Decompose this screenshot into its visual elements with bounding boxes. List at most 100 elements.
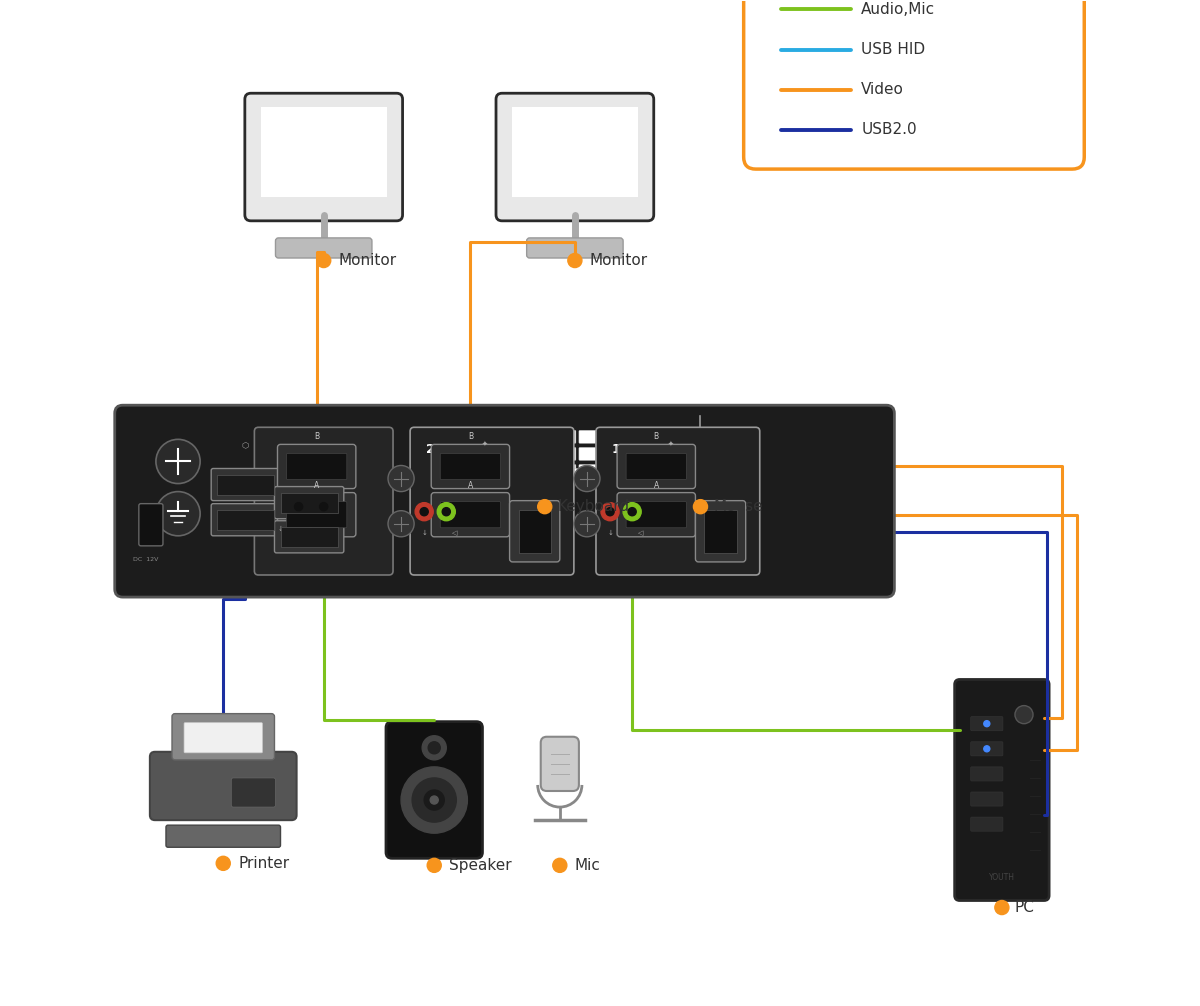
FancyBboxPatch shape (496, 94, 654, 221)
FancyBboxPatch shape (479, 431, 496, 444)
FancyBboxPatch shape (184, 722, 263, 752)
Text: ◁: ◁ (637, 530, 643, 536)
FancyBboxPatch shape (232, 778, 276, 807)
Text: PC: PC (1015, 900, 1034, 915)
FancyBboxPatch shape (410, 428, 574, 575)
FancyBboxPatch shape (640, 465, 656, 478)
Circle shape (696, 429, 706, 439)
FancyBboxPatch shape (386, 721, 482, 858)
Circle shape (415, 503, 433, 521)
Circle shape (601, 503, 619, 521)
FancyBboxPatch shape (599, 431, 616, 444)
FancyBboxPatch shape (431, 493, 510, 537)
FancyBboxPatch shape (626, 454, 686, 480)
Circle shape (606, 508, 614, 516)
Circle shape (428, 741, 440, 753)
FancyBboxPatch shape (275, 487, 344, 519)
FancyBboxPatch shape (518, 510, 551, 553)
FancyBboxPatch shape (115, 405, 894, 598)
Text: ↓: ↓ (421, 530, 427, 536)
FancyBboxPatch shape (479, 465, 496, 478)
Text: B: B (468, 433, 473, 442)
Text: ↓: ↓ (277, 526, 283, 532)
FancyBboxPatch shape (287, 454, 347, 480)
FancyBboxPatch shape (619, 465, 636, 478)
Text: USB HID: USB HID (862, 42, 925, 57)
FancyBboxPatch shape (150, 751, 296, 820)
FancyBboxPatch shape (287, 502, 347, 528)
FancyBboxPatch shape (518, 448, 535, 461)
FancyBboxPatch shape (518, 465, 535, 478)
FancyBboxPatch shape (640, 448, 656, 461)
FancyBboxPatch shape (696, 501, 745, 562)
FancyBboxPatch shape (254, 428, 394, 575)
Text: A: A (314, 481, 319, 490)
Circle shape (431, 796, 438, 804)
Circle shape (216, 856, 230, 870)
Text: Mic: Mic (575, 858, 601, 873)
FancyBboxPatch shape (245, 94, 402, 221)
Circle shape (984, 745, 990, 751)
FancyBboxPatch shape (479, 448, 496, 461)
Text: ✦: ✦ (667, 441, 673, 447)
Ellipse shape (682, 413, 720, 479)
Circle shape (388, 466, 414, 492)
Text: ↓: ↓ (607, 530, 613, 536)
FancyBboxPatch shape (971, 716, 1003, 730)
FancyBboxPatch shape (744, 0, 1085, 169)
FancyBboxPatch shape (211, 504, 281, 536)
FancyBboxPatch shape (599, 448, 616, 461)
FancyBboxPatch shape (440, 502, 500, 528)
Circle shape (568, 254, 582, 268)
FancyBboxPatch shape (510, 501, 560, 562)
FancyBboxPatch shape (211, 469, 281, 501)
FancyBboxPatch shape (498, 448, 516, 461)
Text: A: A (654, 481, 659, 490)
Text: USB2.0: USB2.0 (862, 123, 917, 138)
Circle shape (314, 498, 332, 516)
FancyBboxPatch shape (599, 465, 616, 478)
FancyBboxPatch shape (458, 465, 475, 478)
Text: A: A (468, 481, 473, 490)
FancyBboxPatch shape (527, 237, 623, 258)
Circle shape (553, 858, 566, 872)
Circle shape (412, 778, 456, 822)
Text: Monitor: Monitor (338, 254, 397, 268)
Text: Keyboard: Keyboard (558, 499, 630, 514)
FancyBboxPatch shape (431, 445, 510, 489)
Text: Video: Video (862, 82, 904, 98)
FancyBboxPatch shape (578, 448, 596, 461)
Circle shape (574, 511, 600, 537)
Text: ◁: ◁ (451, 530, 457, 536)
Circle shape (420, 508, 428, 516)
Text: 1: 1 (612, 444, 620, 457)
FancyBboxPatch shape (619, 431, 636, 444)
FancyBboxPatch shape (139, 504, 163, 546)
FancyBboxPatch shape (578, 431, 596, 444)
FancyBboxPatch shape (217, 510, 275, 530)
Circle shape (574, 466, 600, 492)
Circle shape (319, 503, 328, 511)
Circle shape (317, 254, 331, 268)
FancyBboxPatch shape (619, 448, 636, 461)
Circle shape (388, 511, 414, 537)
Circle shape (156, 440, 200, 484)
FancyBboxPatch shape (424, 425, 666, 493)
FancyBboxPatch shape (277, 493, 356, 537)
FancyBboxPatch shape (596, 428, 760, 575)
Circle shape (401, 767, 467, 833)
Circle shape (628, 508, 636, 516)
Circle shape (538, 500, 552, 514)
FancyBboxPatch shape (971, 817, 1003, 831)
FancyBboxPatch shape (281, 493, 337, 513)
FancyBboxPatch shape (172, 713, 275, 760)
FancyBboxPatch shape (955, 679, 1049, 900)
Text: DC  12V: DC 12V (133, 557, 158, 562)
Circle shape (995, 900, 1009, 914)
Text: ✦: ✦ (481, 441, 487, 447)
Text: Mouse: Mouse (714, 499, 763, 514)
Circle shape (294, 503, 302, 511)
FancyBboxPatch shape (498, 431, 516, 444)
Circle shape (1015, 705, 1033, 723)
FancyBboxPatch shape (438, 448, 455, 461)
